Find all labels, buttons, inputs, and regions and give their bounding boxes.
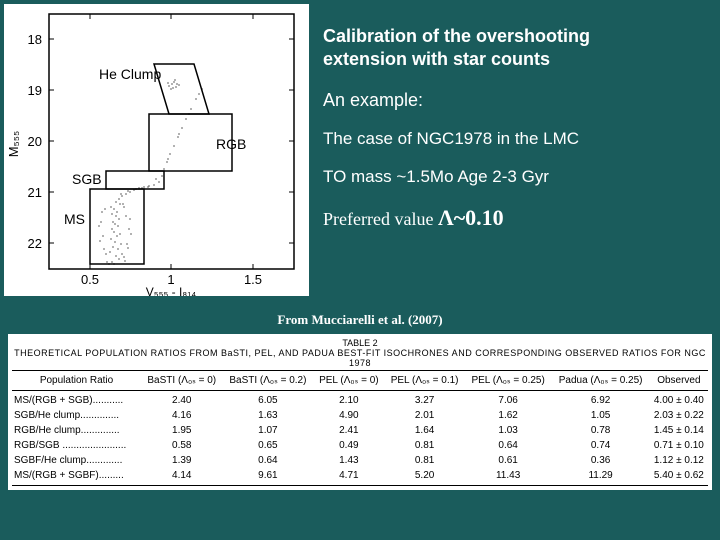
table-cell: 1.45 ± 0.14 [650, 423, 708, 438]
table-row: RGB/He clump..............1.951.072.411.… [12, 423, 708, 438]
table-cell: 11.43 [465, 468, 552, 486]
label-sgb: SGB [72, 171, 102, 187]
table-cell: 4.14 [141, 468, 222, 486]
table-cell: 2.01 [384, 408, 464, 423]
svg-text:20: 20 [28, 134, 42, 149]
table-cell: 2.41 [313, 423, 384, 438]
table-row: RGB/SGB .......................0.580.650… [12, 438, 708, 453]
table-cell: 0.71 ± 0.10 [650, 438, 708, 453]
table-cell: 1.63 [223, 408, 314, 423]
table-cell: 4.00 ± 0.40 [650, 391, 708, 409]
panel-subtitle: An example: [323, 90, 705, 111]
table-cell: 2.03 ± 0.22 [650, 408, 708, 423]
table-cell: 6.92 [551, 391, 649, 409]
table-cell: SGBF/He clump............. [12, 453, 141, 468]
table-header: BaSTI (Λ₀ₛ = 0) [141, 371, 222, 391]
panel-case: The case of NGC1978 in the LMC [323, 129, 705, 149]
svg-text:19: 19 [28, 83, 42, 98]
table-row: MS/(RGB + SGBF).........4.149.614.715.20… [12, 468, 708, 486]
table-cell: MS/(RGB + SGBF)......... [12, 468, 141, 486]
table-cell: 0.81 [384, 453, 464, 468]
table-cell: 1.12 ± 0.12 [650, 453, 708, 468]
table-row: SGBF/He clump.............1.390.641.430.… [12, 453, 708, 468]
table-cell: 1.43 [313, 453, 384, 468]
table-cell: 5.20 [384, 468, 464, 486]
table-cell: 0.74 [551, 438, 649, 453]
svg-text:0.5: 0.5 [81, 272, 99, 287]
table-header: Population Ratio [12, 371, 141, 391]
table-caption-text: THEORETICAL POPULATION RATIOS FROM BaSTI… [12, 348, 708, 368]
table-cell: 0.64 [223, 453, 314, 468]
panel-mass: TO mass ~1.5Mo Age 2-3 Gyr [323, 167, 705, 187]
table-cell: 0.81 [384, 438, 464, 453]
table-row: MS/(RGB + SGB)...........2.406.052.103.2… [12, 391, 708, 409]
table-header: BaSTI (Λ₀ₛ = 0.2) [223, 371, 314, 391]
table-cell: 4.71 [313, 468, 384, 486]
preferred-prefix: Preferred value [323, 209, 438, 229]
svg-text:21: 21 [28, 185, 42, 200]
ratios-table: Population RatioBaSTI (Λ₀ₛ = 0)BaSTI (Λ₀… [12, 370, 708, 486]
table-cell: 1.05 [551, 408, 649, 423]
table-cell: SGB/He clump.............. [12, 408, 141, 423]
table-cell: 11.29 [551, 468, 649, 486]
cmd-chart: 18 19 20 21 22 0.5 1 1.5 M₅₅₅ V₅₅₅ - I₈₁… [4, 4, 309, 296]
table-cell: 0.65 [223, 438, 314, 453]
credit-line: From Mucciarelli et al. (2007) [0, 312, 720, 328]
table-row: SGB/He clump..............4.161.634.902.… [12, 408, 708, 423]
table-cell: 2.40 [141, 391, 222, 409]
table-cell: 4.16 [141, 408, 222, 423]
table-cell: RGB/SGB ....................... [12, 438, 141, 453]
svg-text:V₅₅₅ - I₈₁₄: V₅₅₅ - I₈₁₄ [146, 285, 197, 296]
table-cell: 0.64 [465, 438, 552, 453]
table-caption: TABLE 2 THEORETICAL POPULATION RATIOS FR… [12, 338, 708, 368]
svg-text:22: 22 [28, 236, 42, 251]
label-he-clump: He Clump [99, 66, 161, 82]
svg-text:18: 18 [28, 32, 42, 47]
label-ms: MS [64, 211, 85, 227]
table-cell: 0.36 [551, 453, 649, 468]
table-cell: 0.61 [465, 453, 552, 468]
table-cell: 4.90 [313, 408, 384, 423]
svg-text:M₅₅₅: M₅₅₅ [6, 131, 21, 158]
table-cell: 1.07 [223, 423, 314, 438]
svg-text:1.5: 1.5 [244, 272, 262, 287]
table-header: PEL (Λ₀ₛ = 0.25) [465, 371, 552, 391]
label-rgb: RGB [216, 136, 246, 152]
panel-preferred: Preferred value Λ~0.10 [323, 205, 705, 231]
table-header: PEL (Λ₀ₛ = 0.1) [384, 371, 464, 391]
table-cell: 3.27 [384, 391, 464, 409]
table-header: Observed [650, 371, 708, 391]
table-header: Padua (Λ₀ₛ = 0.25) [551, 371, 649, 391]
table-cell: 1.39 [141, 453, 222, 468]
table-cell: 0.78 [551, 423, 649, 438]
table-cell: RGB/He clump.............. [12, 423, 141, 438]
table-cell: MS/(RGB + SGB)........... [12, 391, 141, 409]
panel-title-2: extension with star counts [323, 48, 705, 71]
table-cell: 7.06 [465, 391, 552, 409]
table-cell: 1.64 [384, 423, 464, 438]
table-header: PEL (Λ₀ₛ = 0) [313, 371, 384, 391]
table-cell: 0.49 [313, 438, 384, 453]
cmd-svg: 18 19 20 21 22 0.5 1 1.5 M₅₅₅ V₅₅₅ - I₈₁… [4, 4, 309, 296]
table-cell: 1.95 [141, 423, 222, 438]
top-section: 18 19 20 21 22 0.5 1 1.5 M₅₅₅ V₅₅₅ - I₈₁… [0, 0, 720, 300]
table-caption-num: TABLE 2 [12, 338, 708, 348]
text-panel: Calibration of the overshooting extensio… [313, 0, 720, 300]
table-cell: 1.03 [465, 423, 552, 438]
panel-title-1: Calibration of the overshooting [323, 25, 705, 48]
table-cell: 9.61 [223, 468, 314, 486]
table-cell: 6.05 [223, 391, 314, 409]
table-cell: 0.58 [141, 438, 222, 453]
table-cell: 2.10 [313, 391, 384, 409]
table-cell: 1.62 [465, 408, 552, 423]
ratios-table-container: TABLE 2 THEORETICAL POPULATION RATIOS FR… [8, 334, 712, 490]
preferred-lambda: Λ~0.10 [438, 205, 504, 230]
table-cell: 5.40 ± 0.62 [650, 468, 708, 486]
